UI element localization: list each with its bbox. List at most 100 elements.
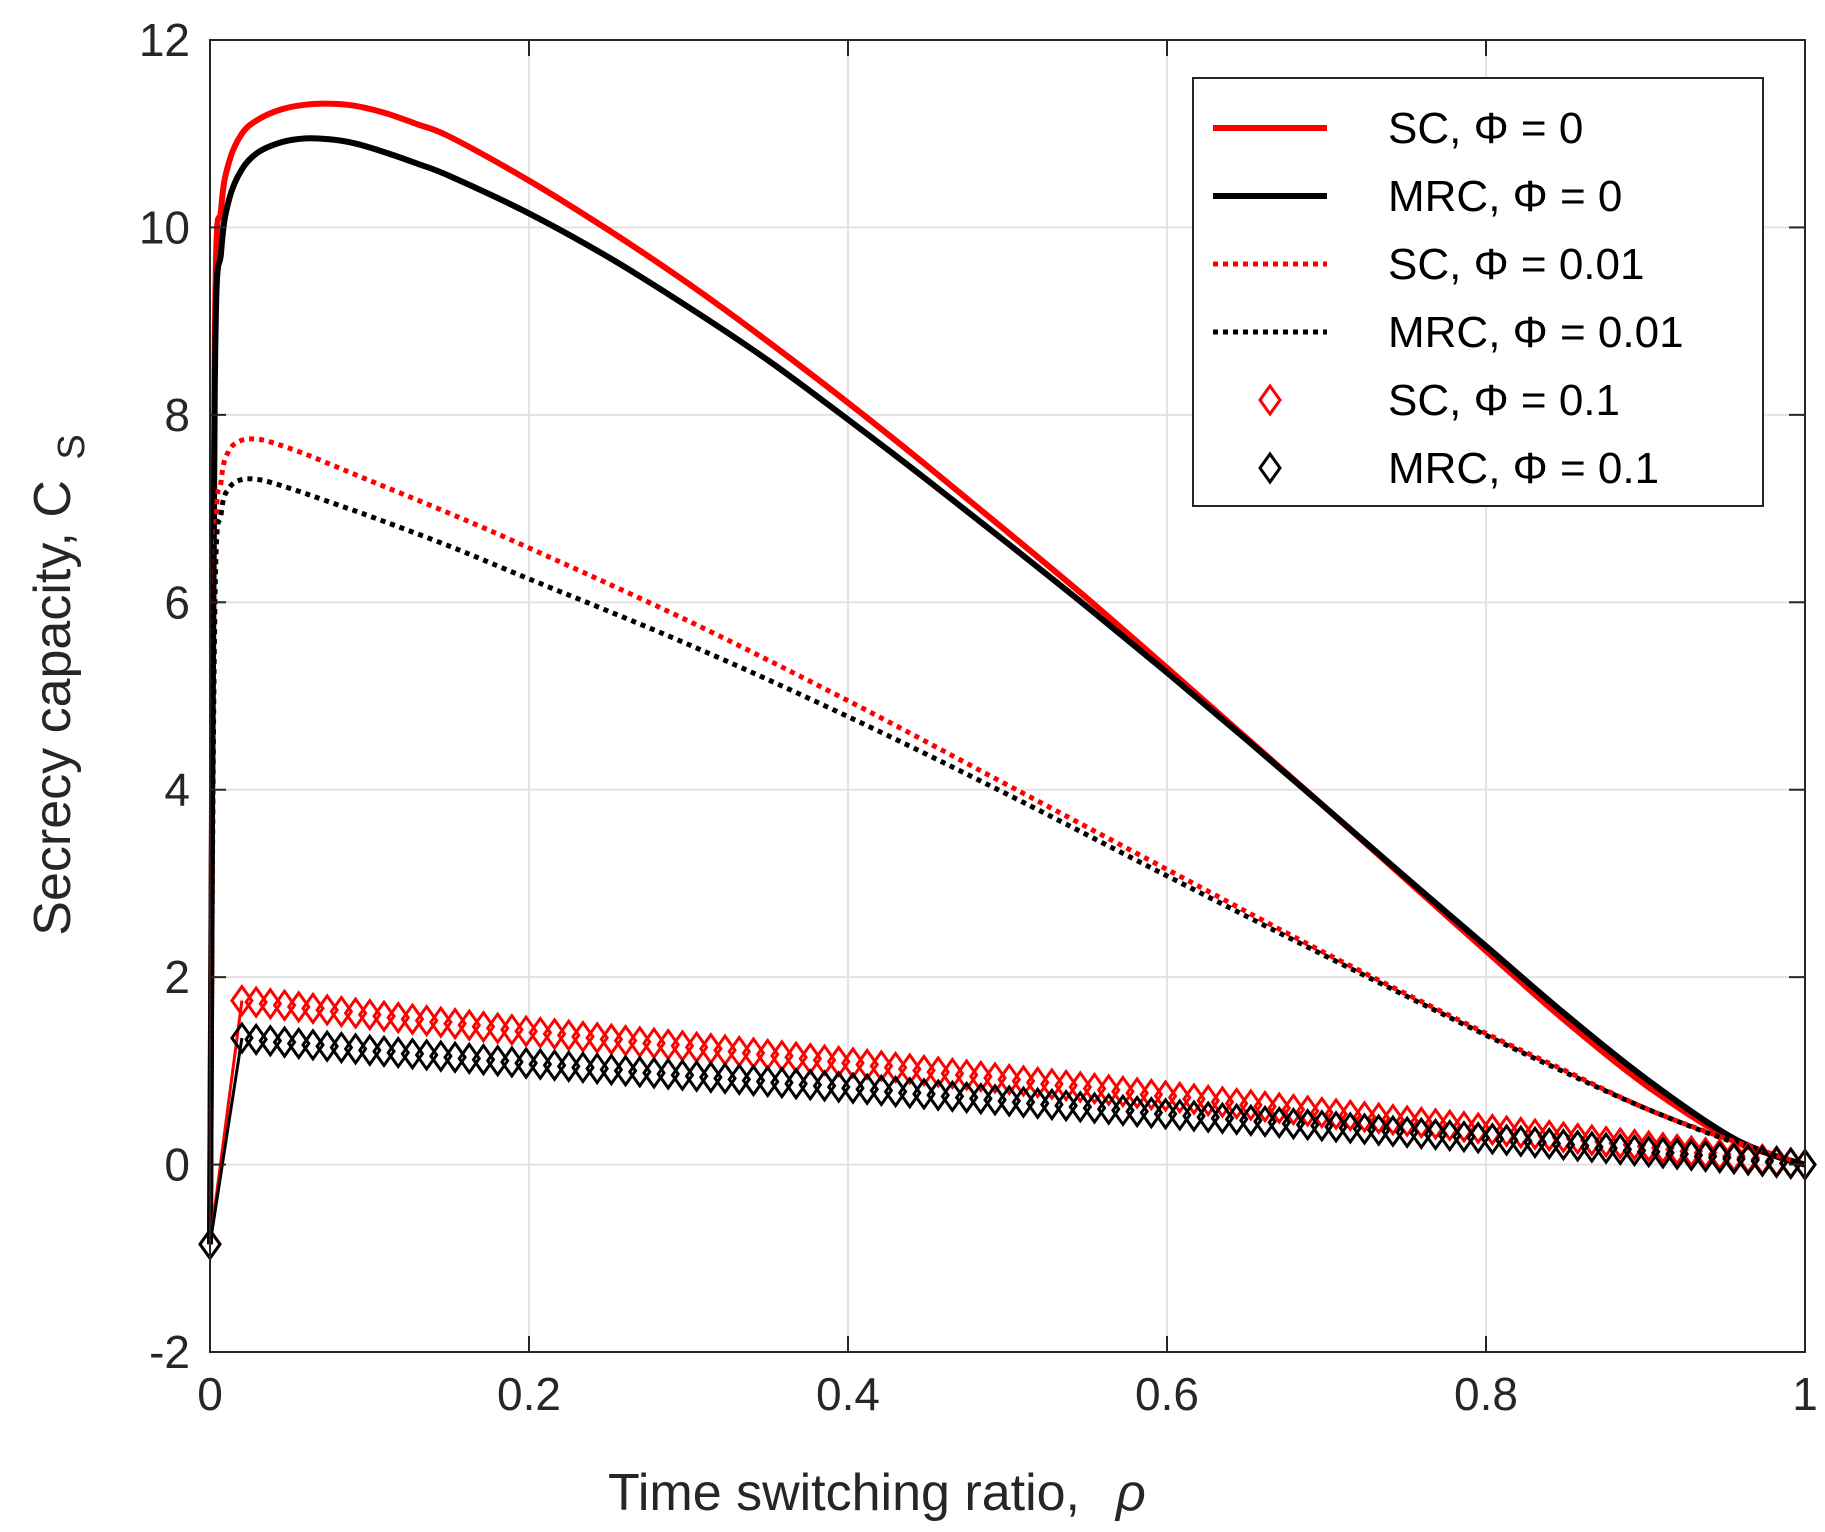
series-marker [500, 1013, 524, 1047]
series-marker [1352, 1100, 1377, 1134]
series-marker [414, 1038, 439, 1072]
series-marker [1238, 1088, 1263, 1122]
series-marker [1153, 1097, 1178, 1131]
series-marker [1281, 1092, 1306, 1127]
series-line [207, 476, 1806, 1245]
series-marker [983, 1061, 1007, 1095]
y-tick-label: 4 [164, 764, 190, 816]
series-marker [1310, 1095, 1334, 1130]
series-marker [343, 996, 368, 1030]
series-marker [400, 1002, 425, 1036]
series-marker [301, 991, 325, 1025]
legend: SC, Φ = 0 MRC, Φ = 0 SC, Φ = 0.01 MRC, Φ = … [1192, 77, 1764, 507]
series-marker [1594, 1125, 1618, 1159]
y-tick-label: 2 [164, 951, 190, 1003]
series-marker [1082, 1091, 1107, 1125]
series-marker [1224, 1086, 1249, 1121]
series-marker [770, 1066, 794, 1100]
y-axis-label-group: Secrecy capacity, C S [24, 434, 93, 935]
series-marker [713, 1061, 737, 1095]
series-marker [1580, 1123, 1604, 1157]
series-marker [1480, 1113, 1505, 1147]
series-marker [1423, 1107, 1448, 1141]
series-marker [528, 1047, 553, 1081]
x-tick-label: 0.8 [1454, 1368, 1518, 1420]
series-marker [1622, 1128, 1647, 1162]
y-axis-label: Secrecy capacity, C [24, 480, 82, 936]
series-marker [1395, 1104, 1419, 1138]
series-marker [784, 1067, 808, 1101]
legend-label: MRC, Φ = 0 [1388, 172, 1622, 221]
series-marker [230, 1021, 254, 1055]
series-marker [1366, 1101, 1391, 1135]
x-tick-label: 0.4 [816, 1368, 880, 1420]
series-marker [1125, 1094, 1149, 1129]
series-marker [485, 1044, 510, 1078]
legend-swatch [1258, 383, 1282, 417]
plot-frame [209, 39, 1806, 1353]
series-marker [1437, 1108, 1462, 1142]
series-marker [841, 1046, 865, 1080]
legend-box [1192, 77, 1764, 507]
series-marker [1466, 1111, 1491, 1145]
series-marker [1665, 1132, 1689, 1167]
legend-label: SC, Φ = 0.01 [1388, 240, 1644, 289]
series-layer [198, 100, 1817, 1261]
series-marker [258, 1024, 283, 1058]
series-marker [1139, 1096, 1164, 1130]
series-marker [1565, 1122, 1590, 1156]
series-marker [1636, 1129, 1661, 1163]
legend-item: MRC, Φ = 0 [1213, 172, 1622, 221]
series-marker [457, 1041, 482, 1076]
legend-swatch [1258, 451, 1282, 485]
series-2 [207, 436, 1806, 1245]
series-3 [207, 476, 1806, 1245]
series-marker [1651, 1131, 1675, 1165]
series-marker [329, 1030, 354, 1065]
series-marker [940, 1056, 965, 1091]
series-marker [1253, 1089, 1277, 1124]
series-marker [400, 1037, 425, 1071]
x-axis-symbol: ρ [1114, 1464, 1146, 1522]
series-marker [1182, 1082, 1206, 1116]
series-marker [1153, 1079, 1178, 1113]
series-marker [912, 1053, 936, 1088]
series-marker [230, 983, 254, 1018]
series-marker [1040, 1067, 1064, 1101]
series-marker [258, 987, 283, 1021]
series-marker [1707, 1137, 1732, 1172]
legend-item: MRC, Φ = 0.1 [1258, 444, 1659, 493]
legend-item: SC, Φ = 0.01 [1213, 240, 1644, 289]
series-marker [301, 1028, 325, 1062]
y-axis-label-subscript: S [51, 434, 93, 459]
series-marker [428, 1005, 453, 1039]
series-marker [727, 1062, 752, 1097]
series-marker [1096, 1073, 1121, 1107]
legend-item: SC, Φ = 0.1 [1258, 376, 1620, 425]
series-marker [585, 1051, 609, 1086]
legend-label: MRC, Φ = 0.01 [1388, 308, 1684, 357]
series-marker [656, 1057, 681, 1091]
series-marker [244, 1022, 268, 1056]
series-marker [869, 1049, 894, 1083]
series-marker [1508, 1116, 1533, 1150]
series-marker [1381, 1103, 1405, 1137]
series-marker [642, 1056, 666, 1090]
series-marker [1011, 1064, 1036, 1098]
series-marker [1196, 1083, 1221, 1118]
legend-item: MRC, Φ = 0.01 [1213, 308, 1684, 357]
series-marker [1409, 1105, 1434, 1140]
series-marker [414, 1004, 439, 1038]
series-marker [1096, 1092, 1121, 1126]
series-line [207, 135, 1806, 1245]
series-marker [286, 990, 311, 1024]
y-tick-label: 12 [139, 14, 190, 66]
x-tick-label: 0.6 [1135, 1368, 1199, 1420]
series-marker [1295, 1094, 1320, 1128]
series-marker [1210, 1085, 1235, 1119]
series-marker [1111, 1093, 1135, 1127]
series-marker [428, 1039, 453, 1073]
series-marker [1167, 1080, 1192, 1115]
series-line [208, 1037, 244, 1245]
series-marker [1267, 1091, 1292, 1125]
